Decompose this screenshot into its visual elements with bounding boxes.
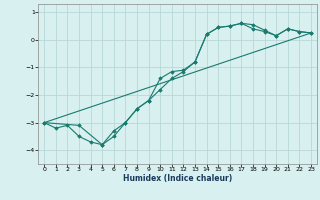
X-axis label: Humidex (Indice chaleur): Humidex (Indice chaleur): [123, 174, 232, 183]
